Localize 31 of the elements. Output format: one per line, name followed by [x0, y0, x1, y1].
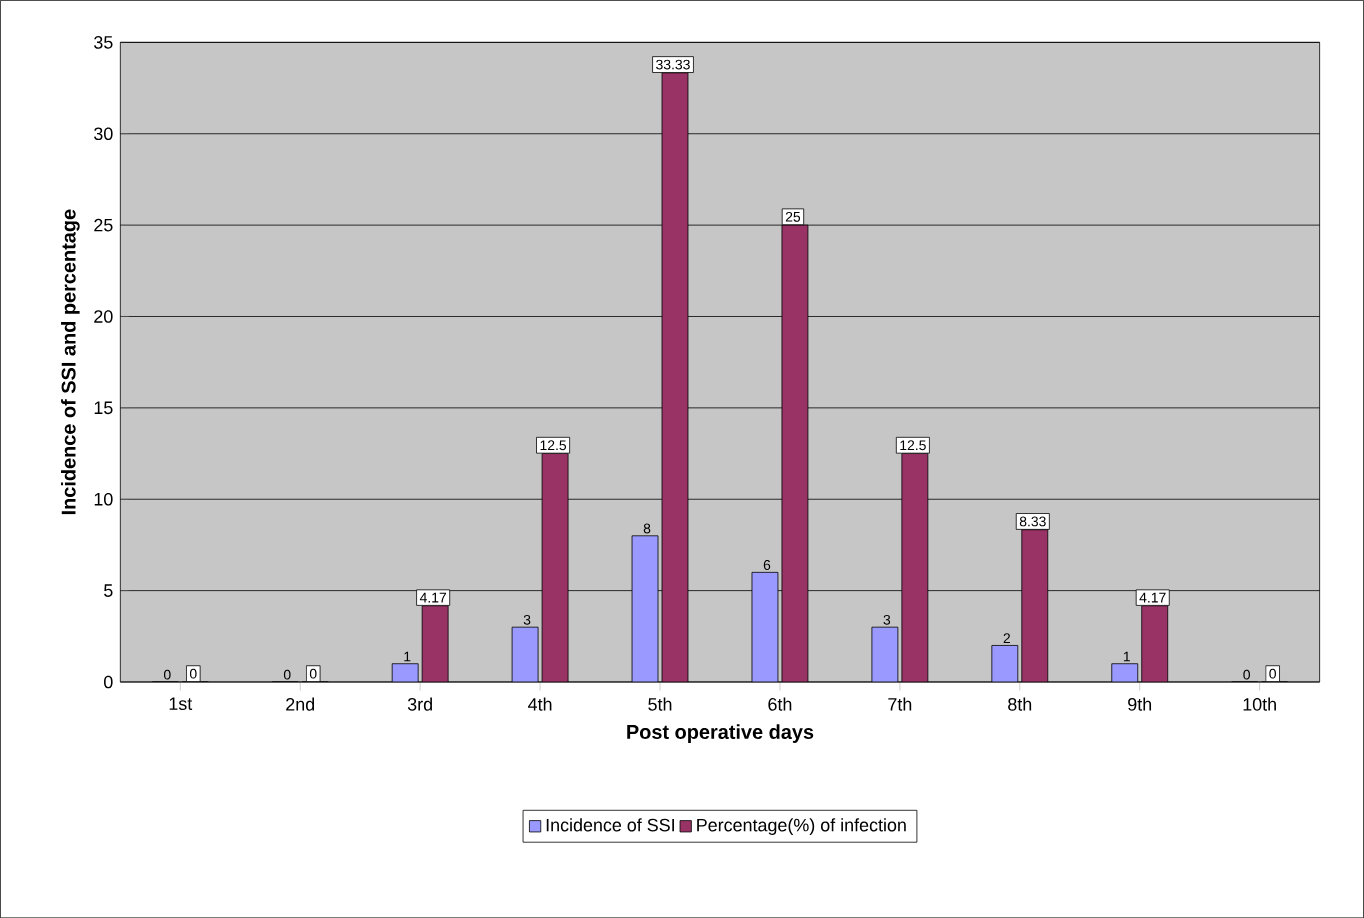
bar: [751, 571, 779, 682]
legend-label: Incidence of SSI: [546, 818, 674, 832]
x-tick-label: 9th: [1128, 697, 1152, 711]
x-tick-label: 6th: [768, 697, 792, 711]
bar: [1141, 605, 1169, 682]
y-tick-label: 20: [94, 310, 113, 323]
x-tick-label: 5th: [648, 697, 672, 711]
y-tick-label: 5: [104, 584, 113, 597]
y-tick-label: 25: [94, 218, 113, 232]
x-tick-label: 1st: [169, 697, 193, 710]
x-tick-label: 4th: [528, 697, 552, 711]
y-tick-label: 15: [94, 401, 113, 415]
y-tick-label: 10: [94, 492, 113, 506]
x-axis-title: Post operative days: [627, 724, 814, 743]
bar: [781, 224, 809, 682]
y-axis-title: Incidence of SSI and percentage: [61, 209, 80, 514]
x-tick-label: 10th: [1243, 697, 1276, 711]
bar: [661, 72, 689, 682]
legend-label: Percentage(%) of infection: [697, 818, 906, 835]
x-tick-label: 7th: [888, 697, 912, 711]
bar: [631, 535, 659, 682]
x-tick-label: 8th: [1008, 697, 1032, 711]
bar: [541, 453, 569, 682]
y-tick-label: 35: [94, 35, 113, 49]
bar: [421, 605, 449, 682]
bar: [991, 644, 1019, 682]
bar: [1021, 529, 1049, 682]
y-tick-label: 30: [94, 127, 113, 140]
y-tick-label: 0: [104, 675, 113, 689]
x-tick-label: 3rd: [407, 697, 432, 711]
x-tick-label: 2nd: [286, 697, 315, 711]
